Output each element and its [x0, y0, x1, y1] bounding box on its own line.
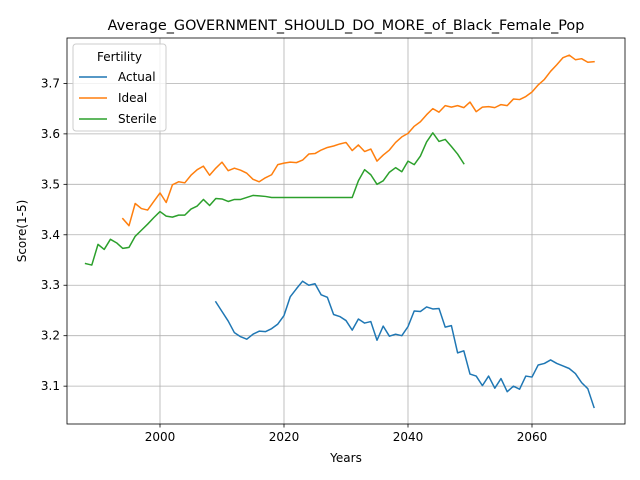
legend-frame: [72, 43, 167, 132]
plot-frame: [66, 37, 626, 425]
chart-title: Average_GOVERNMENT_SHOULD_DO_MORE_of_Bla…: [108, 18, 585, 34]
y-tick-label: 3.5: [41, 177, 60, 191]
y-tick-label: 3.1: [41, 379, 60, 393]
legend-label-actual: Actual: [118, 70, 156, 84]
x-tick-label: 2040: [393, 430, 424, 444]
y-axis-title: Score(1-5): [15, 200, 29, 263]
legend: Fertility Actual Ideal Sterile: [72, 43, 167, 132]
legend-label-ideal: Ideal: [118, 91, 147, 105]
axis-ticks: 2000 2020 2040 2060 3.1 3.2 3.3 3.4 3.5 3.6 3.7: [41, 76, 547, 444]
series-line-actual: [214, 280, 595, 409]
y-tick-label: 3.3: [41, 278, 60, 292]
y-tick-label: 3.4: [41, 228, 60, 242]
series-line-ideal: [121, 54, 595, 227]
grid: [67, 38, 625, 424]
legend-entries: Actual Ideal Sterile: [79, 70, 157, 126]
y-tick-label: 3.6: [41, 127, 60, 141]
x-tick-label: 2060: [517, 430, 548, 444]
y-tick-label: 3.2: [41, 329, 60, 343]
legend-label-sterile: Sterile: [118, 112, 157, 126]
legend-title: Fertility: [97, 50, 142, 64]
x-tick-label: 2020: [269, 430, 300, 444]
x-axis-title: Years: [329, 451, 362, 465]
series-lines: [84, 54, 595, 409]
series-line-sterile: [84, 132, 465, 266]
y-tick-label: 3.7: [41, 76, 60, 90]
x-tick-label: 2000: [145, 430, 176, 444]
